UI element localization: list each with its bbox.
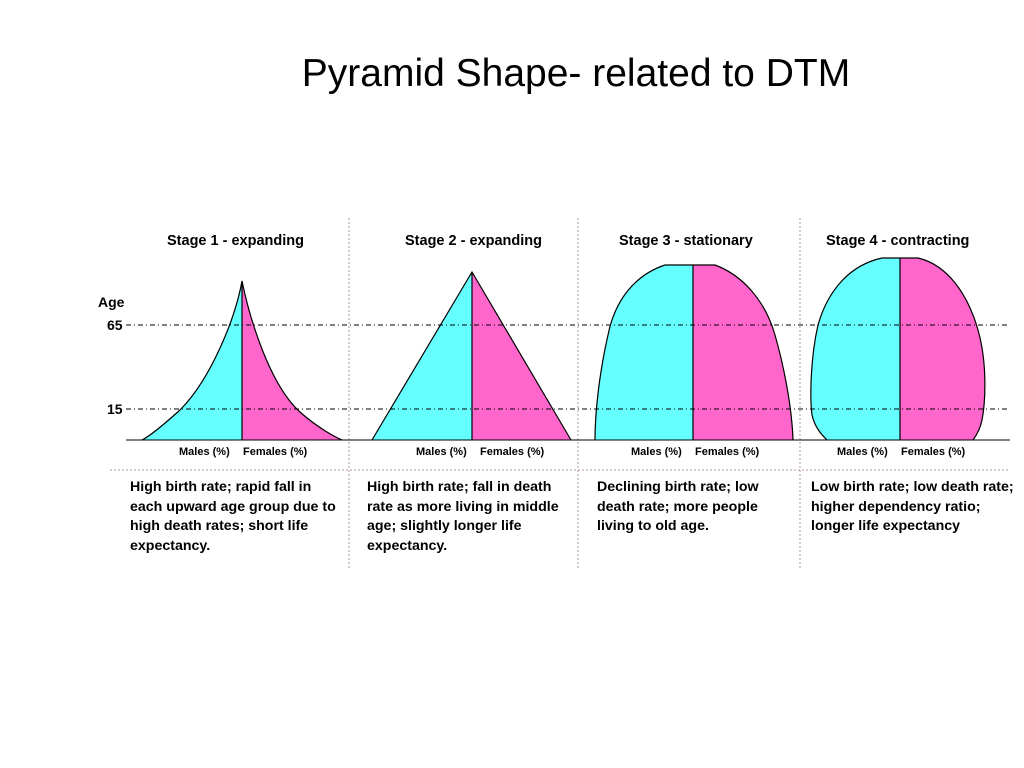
stage-1-females-shape — [242, 281, 342, 440]
stage-1-males-label: Males (%) — [179, 446, 230, 458]
stage-3-outline — [594, 264, 794, 441]
stage-4-males-label: Males (%) — [837, 446, 888, 458]
stage-4-females-shape — [900, 258, 985, 440]
age-tick-15: 15 — [107, 401, 123, 417]
stage-1-females-label: Females (%) — [243, 446, 308, 458]
age-axis-label: Age — [98, 294, 125, 310]
stage-4-description: Low birth rate; low death rate; higher d… — [811, 479, 1014, 534]
stage-3-males-shape — [595, 265, 693, 440]
stage-3-females-shape — [693, 265, 793, 440]
stage-4-title: Stage 4 - contracting — [826, 233, 970, 249]
stage-3-pyramid — [594, 264, 794, 441]
stage-1-pyramid — [141, 280, 343, 441]
stage-2-females-label: Females (%) — [480, 446, 545, 458]
stage-1-title: Stage 1 - expanding — [167, 233, 304, 249]
stage-2-males-label: Males (%) — [416, 446, 467, 458]
stage-4-females-label: Females (%) — [901, 446, 966, 458]
stage-1-description: High birth rate; rapid fall in each upwa… — [130, 479, 336, 554]
stage-3-description: Declining birth rate; low death rate; mo… — [597, 479, 759, 534]
stage-2-description: High birth rate; fall in death rate as m… — [367, 479, 559, 554]
slide-title: Pyramid Shape- related to DTM — [301, 52, 851, 95]
stage-2-pyramid — [371, 270, 572, 441]
stage-3-males-label: Males (%) — [631, 446, 682, 458]
stage-3-females-label: Females (%) — [695, 446, 760, 458]
stage-4-pyramid — [810, 257, 986, 441]
age-tick-65: 65 — [107, 317, 123, 333]
stage-1-males-shape — [142, 281, 242, 440]
stage-2-title: Stage 2 - expanding — [405, 233, 542, 249]
stage-4-males-shape — [810, 258, 900, 440]
stage-3-title: Stage 3 - stationary — [619, 233, 753, 249]
